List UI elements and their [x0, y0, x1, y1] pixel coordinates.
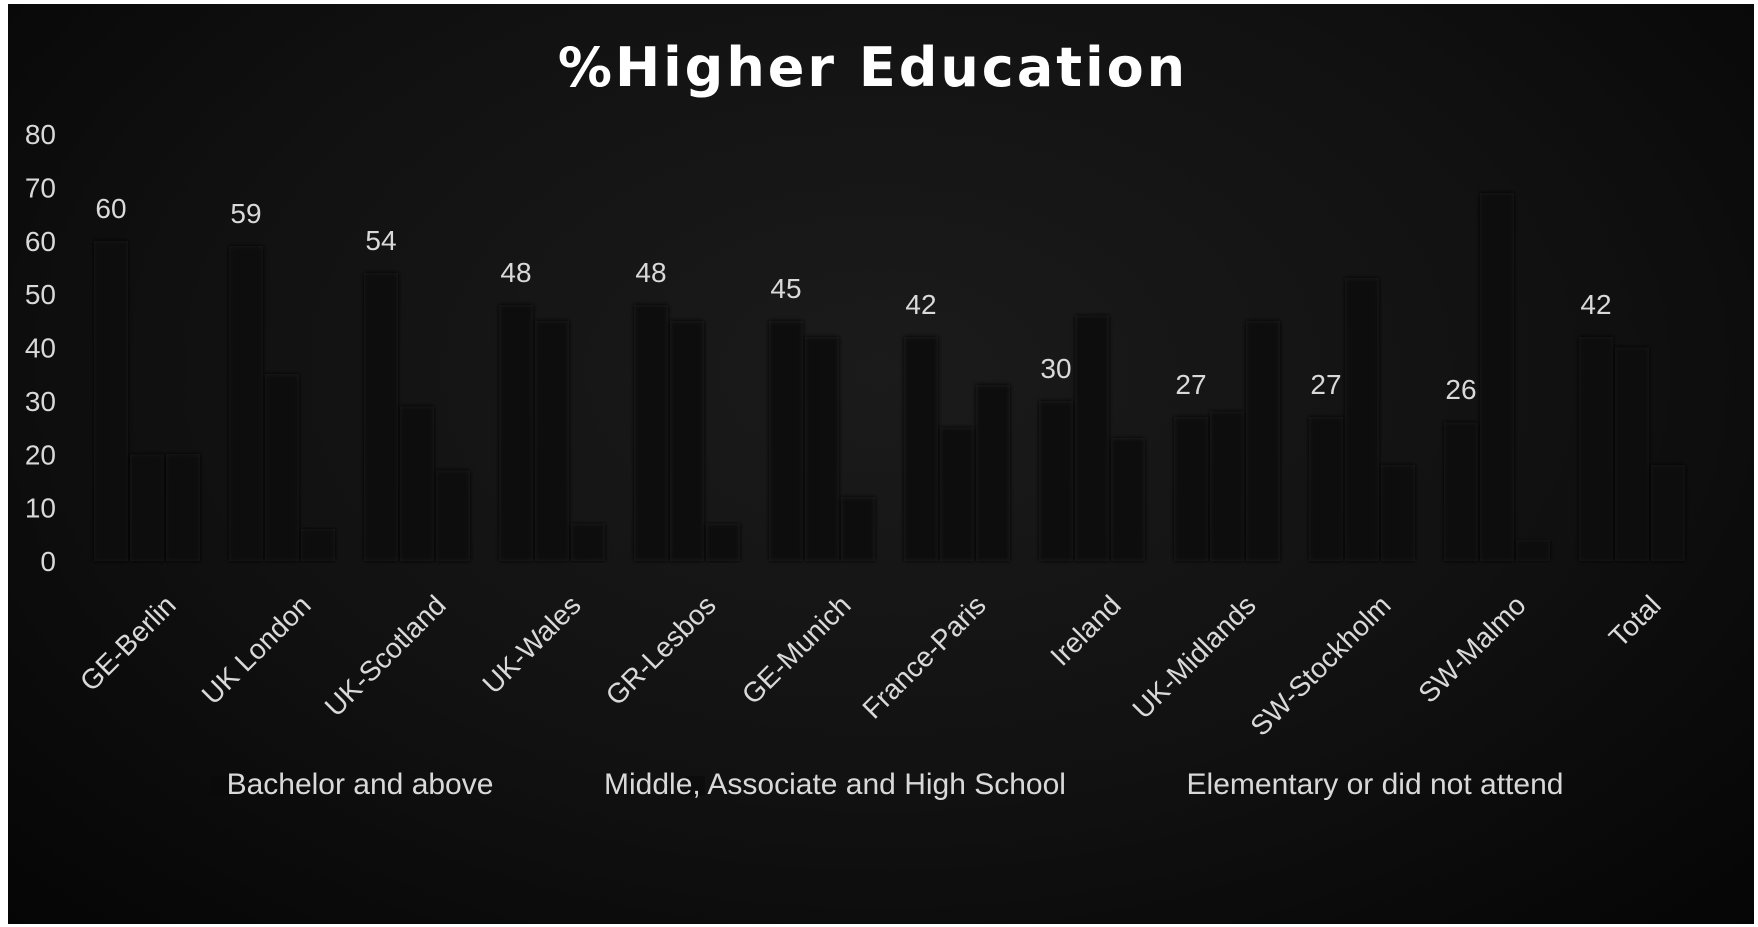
bar-elementary-8	[1246, 320, 1280, 561]
x-category-label: UK London	[196, 589, 317, 710]
bar-bachelor-6	[904, 336, 938, 561]
bar-bachelor-10	[1444, 422, 1478, 561]
data-label: 42	[1580, 289, 1611, 320]
y-tick-label: 0	[40, 546, 56, 577]
bar-chart: %Higher Education 0 10 20 30 40 50 60 70 80 60 59…	[25, 36, 1685, 801]
data-label: 54	[365, 225, 396, 256]
x-category-label: UK-Scotland	[319, 589, 452, 722]
bar-middle-10	[1480, 192, 1514, 561]
x-category-label: UK-Wales	[476, 589, 586, 699]
bar-middle-11	[1615, 347, 1649, 561]
bar-elementary-5	[841, 496, 875, 561]
x-axis: GE-Berlin UK London UK-Scotland UK-Wales GR-…	[74, 589, 1667, 741]
bar-bachelor-2	[364, 272, 398, 561]
bar-middle-0	[130, 454, 164, 561]
data-label: 42	[905, 289, 936, 320]
legend-entry-bachelor: Bachelor and above	[227, 768, 494, 801]
bar-bachelor-7	[1039, 400, 1073, 561]
data-label: 27	[1175, 369, 1206, 400]
bar-bachelor-0	[94, 240, 128, 561]
data-label: 59	[230, 198, 261, 229]
data-label: 26	[1445, 374, 1476, 405]
bar-elementary-11	[1651, 464, 1685, 561]
bar-elementary-1	[301, 528, 335, 561]
x-category-label: SW-Malmo	[1412, 589, 1531, 708]
bar-middle-1	[265, 374, 299, 561]
y-tick-label: 50	[25, 279, 56, 310]
bar-middle-3	[535, 320, 569, 561]
x-category-label: GE-Berlin	[74, 589, 182, 697]
x-category-label: France-Paris	[856, 589, 991, 724]
bar-middle-2	[400, 406, 434, 561]
bar-middle-9	[1345, 278, 1379, 561]
data-label: 27	[1310, 369, 1341, 400]
y-tick-label: 30	[25, 386, 56, 417]
x-category-label: UK-Midlands	[1126, 589, 1261, 724]
bar-middle-4	[670, 320, 704, 561]
y-axis: 0 10 20 30 40 50 60 70 80	[25, 119, 56, 577]
y-tick-label: 70	[25, 172, 56, 203]
legend: Bachelor and above Middle, Associate and …	[210, 768, 1563, 801]
data-label: 48	[500, 257, 531, 288]
chart-area: %Higher Education 0 10 20 30 40 50 60 70 80 60 59…	[8, 4, 1754, 924]
bar-bachelor-11	[1579, 336, 1613, 561]
y-tick-label: 10	[25, 493, 56, 524]
bar-bachelor-9	[1309, 416, 1343, 561]
y-tick-label: 20	[25, 439, 56, 470]
data-label: 60	[95, 193, 126, 224]
x-category-label: Ireland	[1044, 589, 1126, 671]
bar-bachelor-3	[499, 304, 533, 561]
bar-elementary-6	[976, 384, 1010, 561]
x-category-label: GR-Lesbos	[600, 589, 722, 711]
y-tick-label: 60	[25, 226, 56, 257]
bar-bachelor-4	[634, 304, 668, 561]
bar-elementary-7	[1111, 438, 1145, 561]
bar-middle-6	[940, 427, 974, 561]
bar-elementary-9	[1381, 464, 1415, 561]
legend-swatch	[685, 776, 705, 796]
bar-middle-8	[1210, 411, 1244, 561]
bar-middle-7	[1075, 315, 1109, 561]
x-category-label: Total	[1603, 589, 1667, 653]
data-label: 45	[770, 273, 801, 304]
legend-swatch	[210, 776, 230, 796]
chart-title: %Higher Education	[558, 36, 1188, 99]
bar-elementary-2	[436, 470, 470, 561]
bars-group	[94, 192, 1685, 561]
x-category-label: GE-Munich	[736, 589, 857, 710]
y-tick-label: 80	[25, 119, 56, 150]
data-label: 30	[1040, 353, 1071, 384]
x-category-label: SW-Stockholm	[1244, 589, 1396, 741]
bar-middle-5	[805, 336, 839, 561]
bar-elementary-4	[706, 523, 740, 561]
bar-elementary-10	[1516, 539, 1550, 561]
data-label: 48	[635, 257, 666, 288]
legend-entry-elementary: Elementary or did not attend	[1187, 768, 1564, 801]
bar-elementary-3	[571, 523, 605, 561]
y-tick-label: 40	[25, 333, 56, 364]
bar-bachelor-5	[769, 320, 803, 561]
legend-swatch	[1225, 776, 1245, 796]
data-labels-group: 60 59 54 48 48 45 42 30 27 27 26 42	[95, 193, 1611, 405]
bar-bachelor-1	[229, 246, 263, 561]
bar-bachelor-8	[1174, 416, 1208, 561]
legend-entry-middle: Middle, Associate and High School	[604, 768, 1066, 801]
bar-elementary-0	[166, 454, 200, 561]
